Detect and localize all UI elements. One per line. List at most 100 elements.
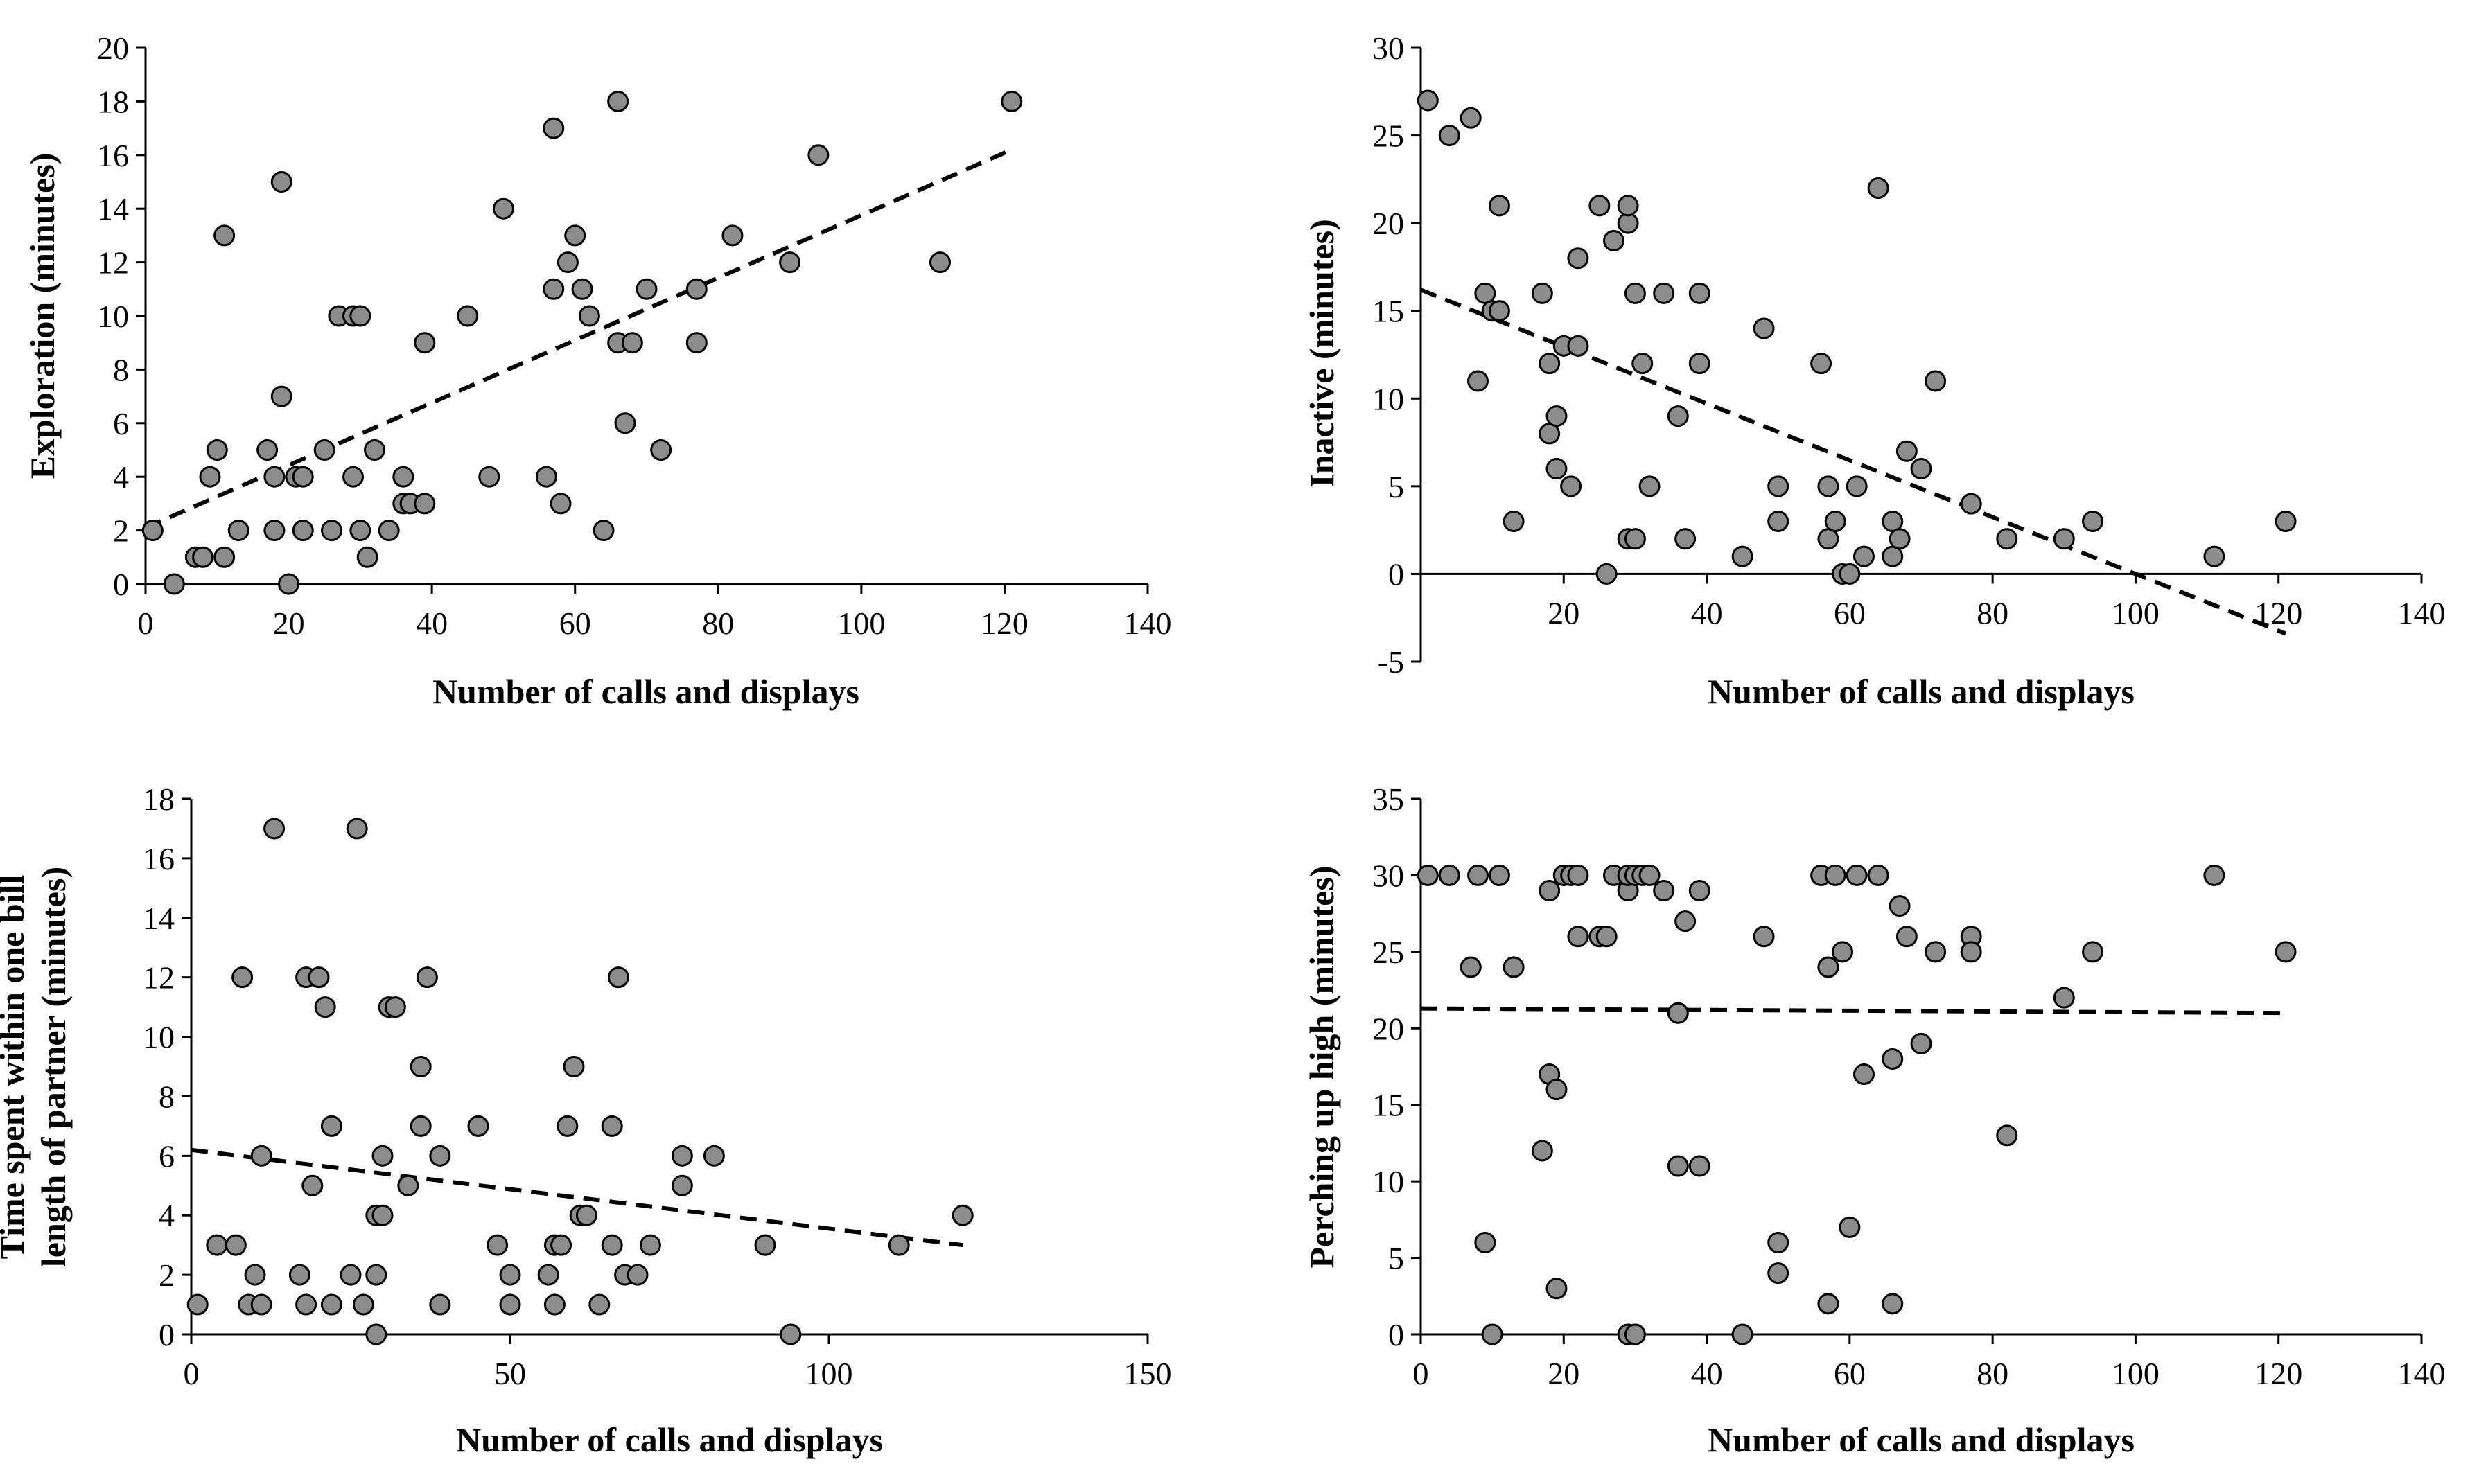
data-point bbox=[1503, 510, 1525, 532]
panel-time-near-partner: 0 2 4 6 8 10 12 14 16 18 0 50 100 150 Number of calls … bbox=[0, 781, 1172, 1459]
y-axis-title-line: length of partner (minutes) bbox=[34, 867, 73, 1267]
x-tick-label: 0 bbox=[1413, 1356, 1429, 1391]
data-point bbox=[1488, 300, 1510, 322]
y-tick-label: 35 bbox=[1372, 781, 1404, 817]
data-point bbox=[2082, 941, 2104, 963]
data-point bbox=[1481, 1323, 1503, 1345]
data-point bbox=[163, 573, 185, 595]
x-tick-label: 20 bbox=[1548, 1356, 1579, 1391]
data-point bbox=[1667, 405, 1689, 427]
data-point bbox=[206, 1234, 228, 1256]
data-point bbox=[1767, 475, 1789, 497]
data-point bbox=[550, 493, 572, 515]
y-axis-title: Time spent within one billlength of part… bbox=[0, 867, 73, 1267]
data-point bbox=[593, 520, 615, 542]
data-point bbox=[320, 1115, 342, 1137]
y-tick-label: 15 bbox=[1372, 294, 1404, 329]
y-tick-label: 12 bbox=[97, 245, 129, 281]
data-point bbox=[550, 1234, 572, 1256]
data-point bbox=[346, 818, 368, 840]
data-point bbox=[1846, 864, 1868, 886]
data-point bbox=[1545, 405, 1568, 427]
data-point bbox=[364, 439, 386, 461]
data-point bbox=[754, 1234, 776, 1256]
data-point bbox=[314, 996, 336, 1018]
data-point bbox=[288, 1264, 310, 1286]
data-point bbox=[356, 546, 378, 568]
y-tick-label: -5 bbox=[1378, 644, 1404, 680]
y-tick-label: 18 bbox=[143, 781, 175, 817]
data-point bbox=[414, 493, 436, 515]
data-point bbox=[1567, 335, 1589, 357]
data-point bbox=[213, 546, 236, 568]
data-point bbox=[929, 251, 951, 274]
x-tick-label: 40 bbox=[416, 606, 448, 641]
data-point bbox=[192, 546, 214, 568]
data-point bbox=[250, 1293, 272, 1316]
y-tick-label: 5 bbox=[1388, 1241, 1404, 1276]
data-point bbox=[308, 966, 330, 989]
data-point bbox=[543, 278, 565, 300]
data-point bbox=[1731, 1323, 1753, 1345]
data-point bbox=[1438, 864, 1460, 886]
data-point bbox=[1895, 440, 1918, 462]
x-axis-title: Number of calls and displays bbox=[432, 672, 859, 711]
data-point bbox=[1531, 282, 1553, 304]
x-tick-label: 140 bbox=[2398, 1356, 2446, 1391]
y-axis-title-line: Exploration (minutes) bbox=[23, 153, 62, 479]
x-tick-label: 60 bbox=[1834, 595, 1866, 630]
data-point bbox=[2203, 864, 2225, 886]
x-tick-label: 80 bbox=[702, 606, 734, 641]
y-tick-label: 10 bbox=[97, 299, 129, 334]
x-axis-title: Number of calls and displays bbox=[1708, 672, 2135, 711]
data-point bbox=[1817, 1293, 1839, 1315]
data-point bbox=[1852, 1063, 1875, 1086]
data-point bbox=[779, 251, 801, 274]
data-point bbox=[2082, 510, 2104, 532]
data-point bbox=[1653, 880, 1675, 902]
data-point bbox=[244, 1264, 266, 1286]
data-point bbox=[636, 278, 658, 300]
data-point bbox=[1667, 1002, 1689, 1024]
data-point bbox=[1531, 1140, 1553, 1162]
y-tick-label: 30 bbox=[1372, 30, 1404, 66]
data-point bbox=[1539, 423, 1561, 445]
y-axis-title: Inactive (minutes) bbox=[1302, 219, 1341, 487]
data-point bbox=[1925, 941, 1947, 963]
data-point bbox=[1846, 475, 1868, 497]
y-tick-label: 4 bbox=[159, 1198, 175, 1233]
data-point bbox=[1925, 370, 1947, 392]
data-point bbox=[1674, 528, 1697, 550]
y-axis-title: Exploration (minutes) bbox=[23, 153, 62, 479]
y-tick-label: 20 bbox=[1372, 1011, 1404, 1046]
data-point bbox=[578, 305, 600, 327]
data-point bbox=[1839, 1216, 1861, 1238]
data-point bbox=[1560, 475, 1582, 497]
x-tick-label: 20 bbox=[273, 606, 305, 641]
data-point bbox=[1996, 528, 2018, 550]
data-point bbox=[492, 197, 514, 220]
data-point bbox=[1867, 177, 1889, 200]
y-tick-label: 4 bbox=[113, 459, 129, 495]
x-tick-label: 0 bbox=[184, 1356, 200, 1391]
data-point bbox=[607, 966, 629, 989]
data-point bbox=[1467, 864, 1489, 886]
x-tick-label: 100 bbox=[2112, 595, 2160, 630]
data-point bbox=[557, 251, 579, 274]
y-tick-label: 10 bbox=[143, 1020, 175, 1055]
data-point bbox=[1817, 528, 1839, 550]
data-point bbox=[1588, 195, 1611, 217]
data-point bbox=[2053, 528, 2075, 550]
x-tick-label: 60 bbox=[559, 606, 591, 641]
x-axis-title: Number of calls and displays bbox=[1708, 1420, 2135, 1459]
data-point bbox=[1467, 370, 1489, 392]
panel-perching: 0 5 10 15 20 25 30 35 0 20 40 60 80 100 120 140 Number o… bbox=[1302, 781, 2446, 1459]
data-point bbox=[807, 144, 830, 166]
x-tick-label: 140 bbox=[2398, 595, 2446, 630]
data-point bbox=[671, 1174, 693, 1196]
y-tick-label: 18 bbox=[97, 84, 129, 119]
data-point bbox=[278, 573, 300, 595]
x-tick-label: 150 bbox=[1124, 1356, 1172, 1391]
data-point bbox=[499, 1293, 521, 1316]
